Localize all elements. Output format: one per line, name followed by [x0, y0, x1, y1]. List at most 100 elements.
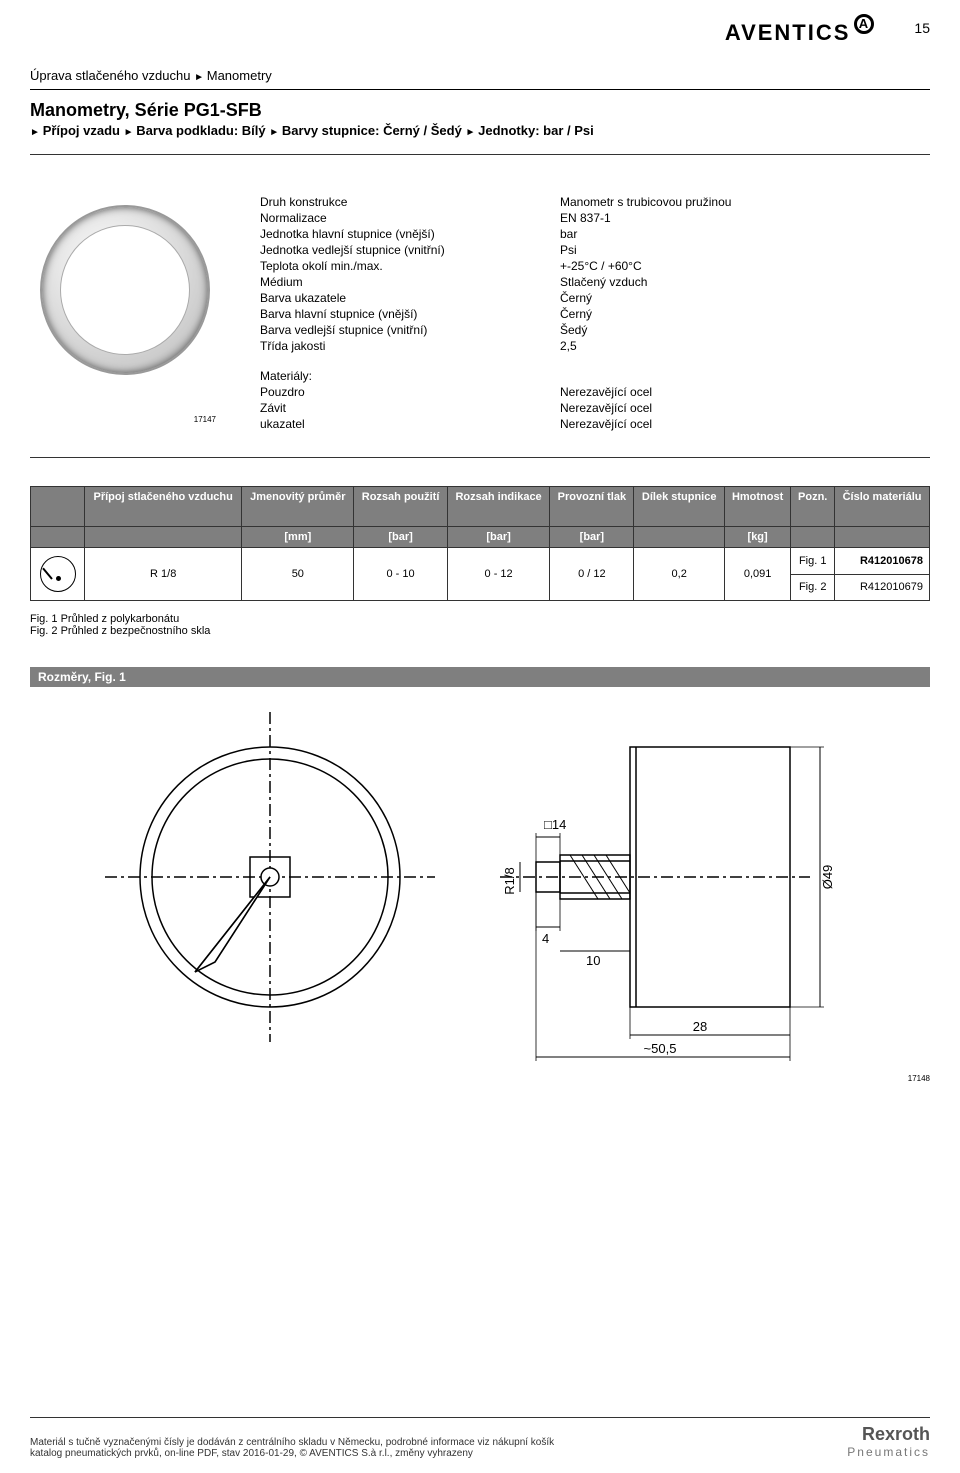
breadcrumb-sep-icon — [194, 68, 207, 83]
breadcrumb-item: Manometry — [207, 68, 272, 83]
table-cell: 0,2 — [634, 548, 724, 601]
dimensions-drawing: □14 R1/8 4 10 28 ~50,5 Ø49 17148 — [30, 707, 930, 1083]
dimensions-header: Rozměry, Fig. 1 — [30, 667, 930, 687]
spec-value: Manometr s trubicovou pružinou — [560, 195, 930, 209]
svg-text:4: 4 — [542, 931, 549, 946]
page-number: 15 — [914, 20, 930, 36]
svg-text:R1/8: R1/8 — [502, 867, 517, 894]
spec-label: Druh konstrukce — [260, 195, 560, 209]
table-row: R 1/8500 - 100 - 120 / 120,20,091Fig. 1R… — [31, 548, 930, 575]
technical-drawing: □14 R1/8 4 10 28 ~50,5 Ø49 — [100, 707, 860, 1067]
breadcrumb: Úprava stlačeného vzduchu Manometry — [30, 68, 930, 90]
spec-value: Nerezavějící ocel — [560, 417, 930, 431]
breadcrumb-sep-icon — [465, 123, 478, 138]
breadcrumb-sep-icon — [124, 123, 137, 138]
spec-label: Barva ukazatele — [260, 291, 560, 305]
footer-text: Materiál s tučně vyznačenými čísly je do… — [30, 1437, 554, 1459]
part-number: R412010679 — [835, 574, 930, 601]
table-header: Hmotnost — [724, 487, 790, 527]
spec-value: Šedý — [560, 323, 930, 337]
table-cell: 0 / 12 — [550, 548, 634, 601]
spec-value: Černý — [560, 291, 930, 305]
spec-label: ukazatel — [260, 417, 560, 431]
gauge-photo — [40, 205, 210, 375]
spec-value: 2,5 — [560, 339, 930, 353]
table-unit — [85, 527, 242, 548]
table-unit: [bar] — [447, 527, 549, 548]
spec-label: Třída jakosti — [260, 339, 560, 353]
drawing-id: 17148 — [30, 1074, 930, 1083]
table-unit: [kg] — [724, 527, 790, 548]
spec-row: PouzdroNerezavějící ocel — [260, 385, 930, 399]
table-header: Pozn. — [791, 487, 835, 527]
spec-row: Barva hlavní stupnice (vnější)Černý — [260, 307, 930, 321]
table-header: Dílek stupnice — [634, 487, 724, 527]
spec-label: Barva vedlejší stupnice (vnitřní) — [260, 323, 560, 337]
svg-text:Ø49: Ø49 — [820, 865, 835, 890]
logo-text: AVENTICS — [725, 20, 851, 46]
spec-row: Teplota okolí min./max.+-25°C / +60°C — [260, 259, 930, 273]
fig-note: Fig. 2 Průhled z bezpečnostního skla — [30, 625, 930, 637]
spec-row: Jednotka hlavní stupnice (vnější)bar — [260, 227, 930, 241]
logo-mark-icon: A — [854, 14, 874, 34]
footer-logo-text: Rexroth — [847, 1424, 930, 1445]
table-header: Rozsah použití — [354, 487, 448, 527]
materials-heading: Materiály: — [260, 369, 560, 383]
gauge-icon-cell — [31, 548, 85, 601]
spec-value: +-25°C / +60°C — [560, 259, 930, 273]
spec-label: Jednotka vedlejší stupnice (vnitřní) — [260, 243, 560, 257]
sub-bc-item: Jednotky: bar / Psi — [478, 123, 594, 138]
sub-bc-item: Přípoj vzadu — [43, 123, 120, 138]
footer-logo: Rexroth Pneumatics — [847, 1424, 930, 1459]
figure-notes: Fig. 1 Průhled z polykarbonátu Fig. 2 Pr… — [30, 613, 930, 637]
table-cell: R 1/8 — [85, 548, 242, 601]
spec-row: ZávitNerezavějící ocel — [260, 401, 930, 415]
table-header: Číslo materiálu — [835, 487, 930, 527]
breadcrumb-sep-icon — [269, 123, 282, 138]
spec-row: NormalizaceEN 837-1 — [260, 211, 930, 225]
spec-label: Závit — [260, 401, 560, 415]
spec-row: Třída jakosti2,5 — [260, 339, 930, 353]
spec-row: Druh konstrukceManometr s trubicovou pru… — [260, 195, 930, 209]
sub-bc-item: Barva podkladu: Bílý — [136, 123, 265, 138]
table-unit — [634, 527, 724, 548]
spec-label: Pouzdro — [260, 385, 560, 399]
svg-text:~50,5: ~50,5 — [644, 1041, 677, 1056]
table-unit — [835, 527, 930, 548]
sub-breadcrumb: Přípoj vzadu Barva podkladu: Bílý Barvy … — [30, 123, 930, 155]
table-cell: Fig. 1 — [791, 548, 835, 575]
spec-value: Stlačený vzduch — [560, 275, 930, 289]
image-id: 17147 — [30, 415, 230, 424]
spec-label: Normalizace — [260, 211, 560, 225]
product-image: 17147 — [30, 195, 230, 433]
table-header: Přípoj stlačeného vzduchu — [85, 487, 242, 527]
page-title: Manometry, Série PG1-SFB — [30, 100, 930, 121]
spec-value: bar — [560, 227, 930, 241]
spec-row: ukazatelNerezavějící ocel — [260, 417, 930, 431]
sub-bc-item: Barvy stupnice: Černý / Šedý — [282, 123, 462, 138]
table-header: Rozsah indikace — [447, 487, 549, 527]
table-cell: 0 - 12 — [447, 548, 549, 601]
table-cell: Fig. 2 — [791, 574, 835, 601]
table-header: Jmenovitý průměr — [242, 487, 354, 527]
fig-note: Fig. 1 Průhled z polykarbonátu — [30, 613, 930, 625]
table-cell: 0 - 10 — [354, 548, 448, 601]
table-header: Provozní tlak — [550, 487, 634, 527]
spec-value: EN 837-1 — [560, 211, 930, 225]
spec-area: 17147 Druh konstrukceManometr s trubicov… — [30, 195, 930, 458]
gauge-icon — [40, 556, 76, 592]
spec-row: Barva ukazateleČerný — [260, 291, 930, 305]
table-cell: 50 — [242, 548, 354, 601]
spec-row: Barva vedlejší stupnice (vnitřní)Šedý — [260, 323, 930, 337]
footer-logo-sub: Pneumatics — [847, 1445, 930, 1459]
footer-line: katalog pneumatických prvků, on-line PDF… — [30, 1448, 554, 1459]
spec-value: Černý — [560, 307, 930, 321]
table-unit — [31, 527, 85, 548]
svg-text:28: 28 — [693, 1019, 707, 1034]
spec-label: Barva hlavní stupnice (vnější) — [260, 307, 560, 321]
table-unit: [bar] — [354, 527, 448, 548]
logo: AVENTICS A — [725, 20, 875, 46]
table-unit — [791, 527, 835, 548]
spec-row: Jednotka vedlejší stupnice (vnitřní)Psi — [260, 243, 930, 257]
table-cell: 0,091 — [724, 548, 790, 601]
